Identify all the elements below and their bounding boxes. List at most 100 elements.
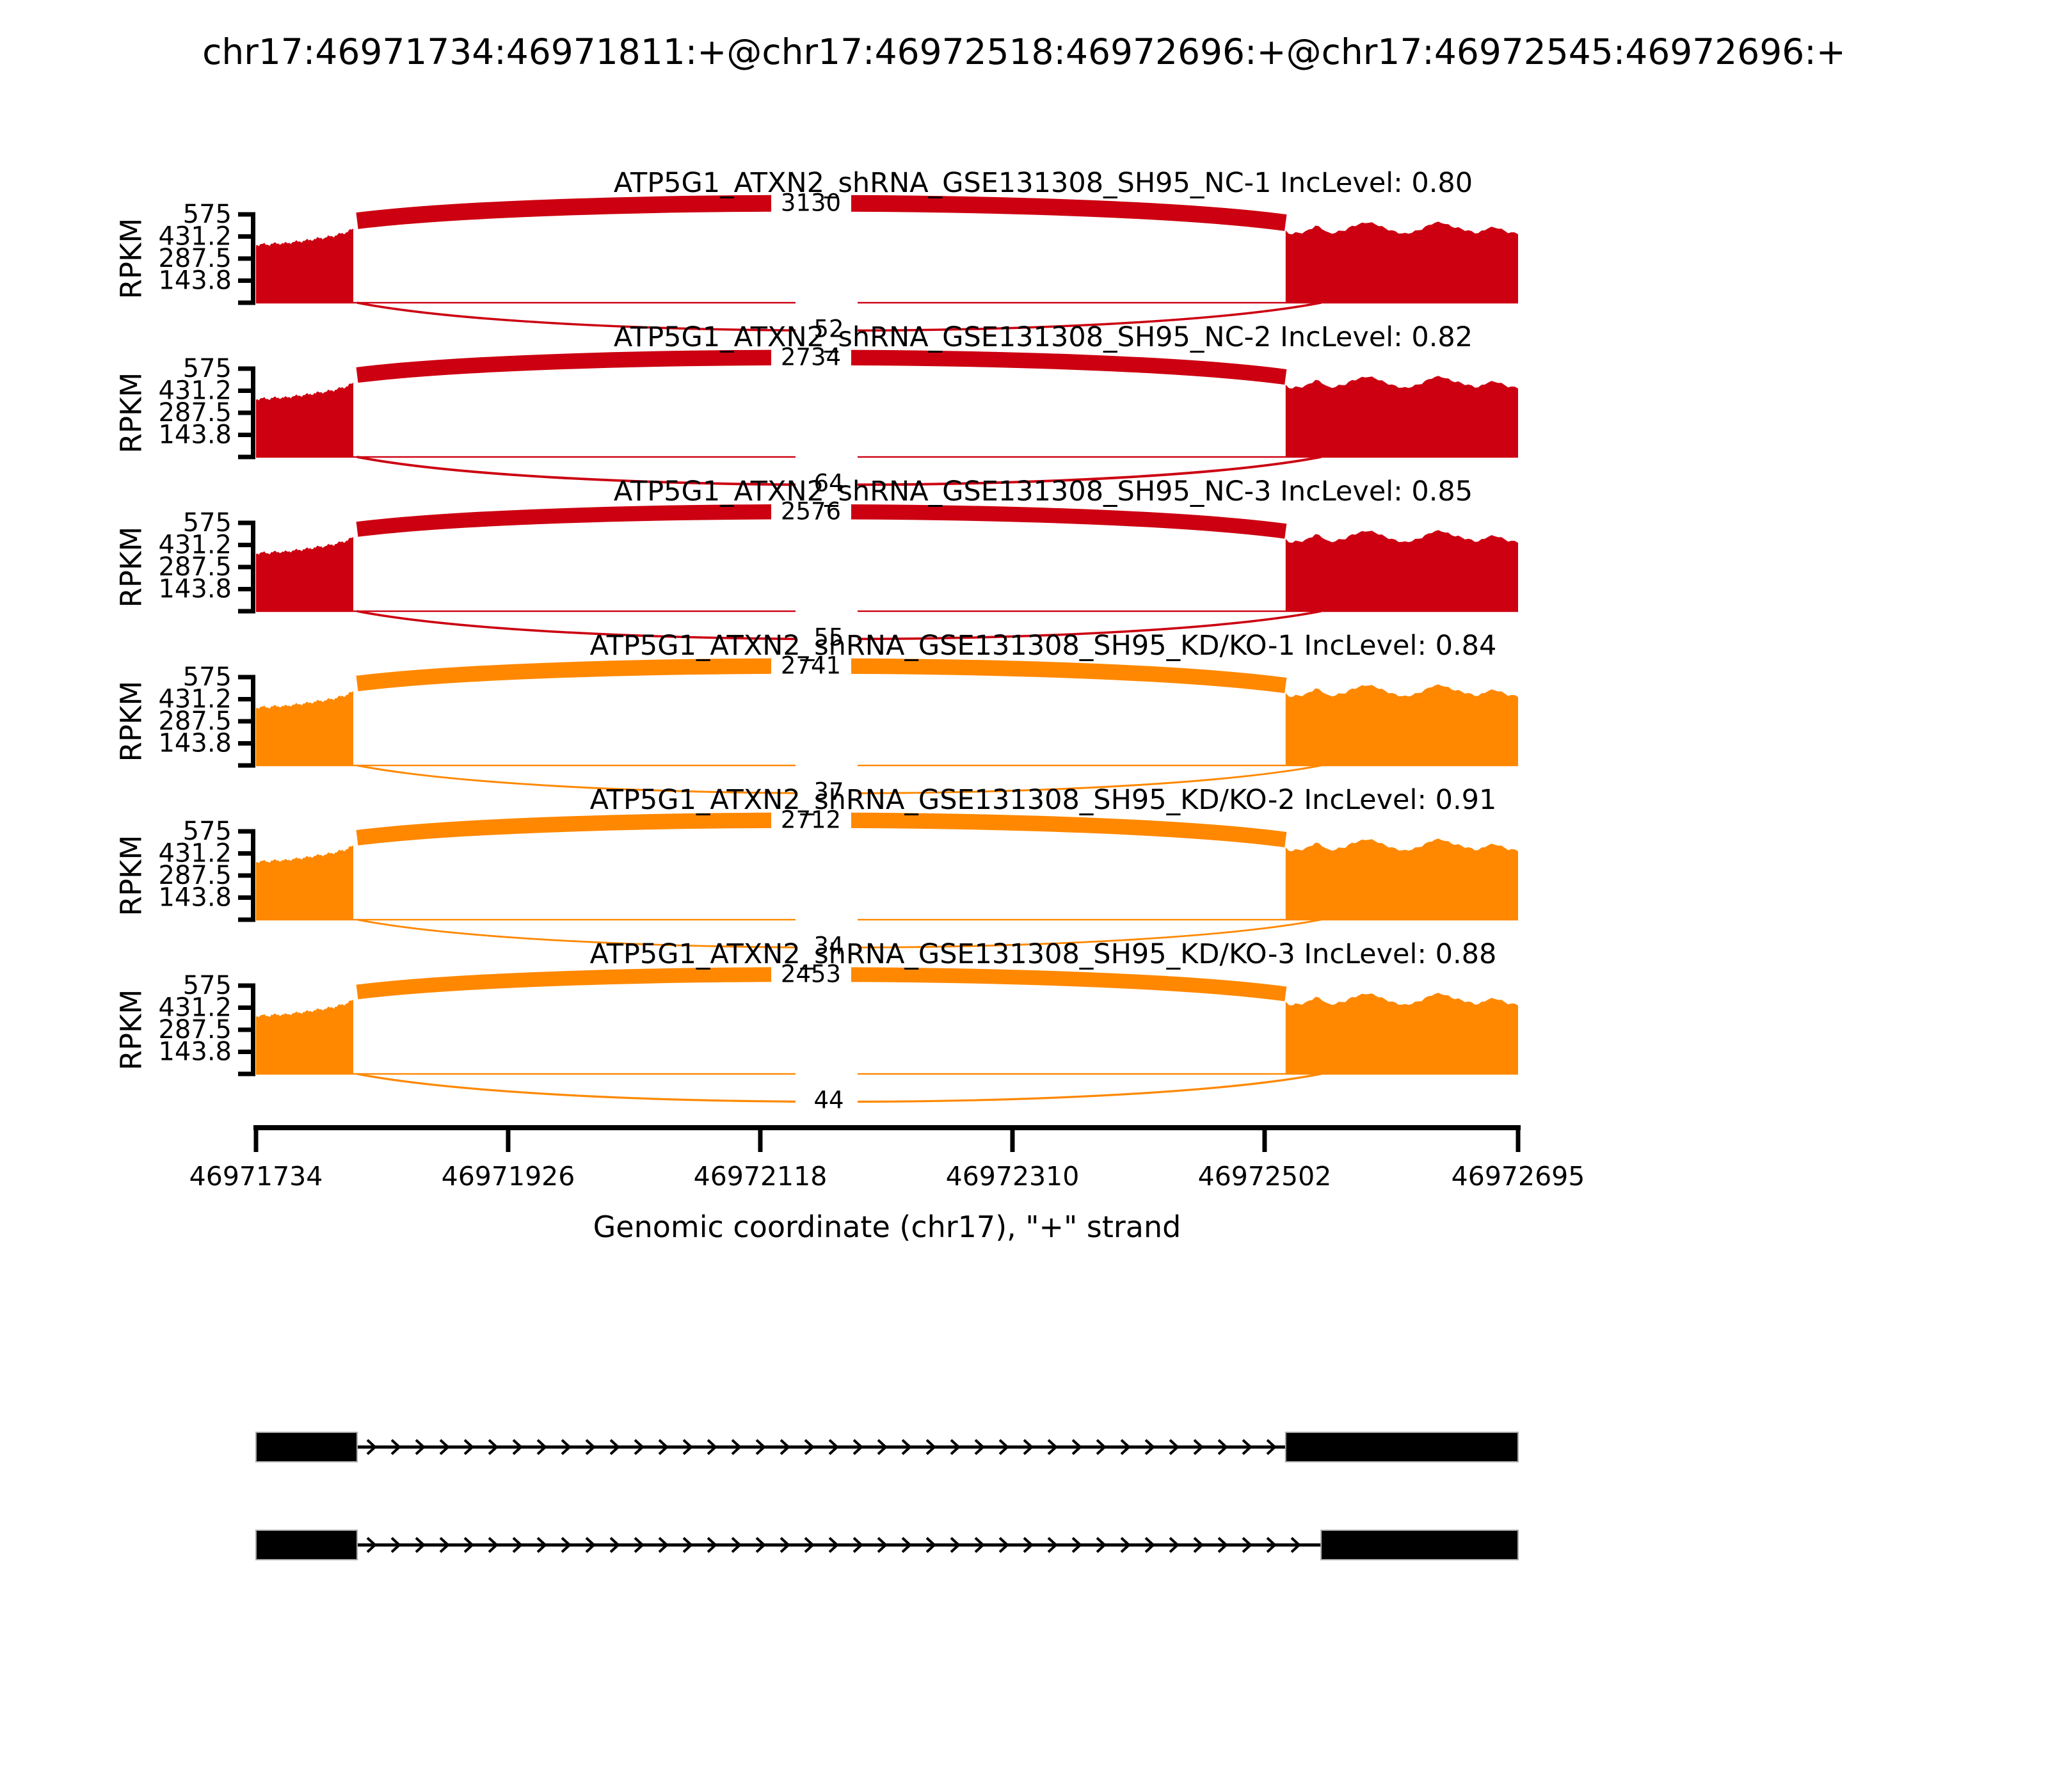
skipping-junction-count: 34 xyxy=(813,932,844,960)
y-axis-tick xyxy=(238,1027,255,1032)
coverage-downstream-exon xyxy=(1285,993,1518,1074)
strand-arrow-icon xyxy=(1266,1439,1277,1455)
strand-arrow-icon xyxy=(682,1439,693,1455)
y-axis-tick xyxy=(238,388,255,393)
y-axis-tick-label: 431.2 xyxy=(158,839,232,868)
strand-arrow-icon xyxy=(1144,1537,1155,1553)
strand-arrow-icon xyxy=(877,1439,888,1455)
coverage-upstream-exon xyxy=(256,536,354,611)
strand-arrow-icon xyxy=(1071,1439,1082,1455)
skipping-junction-count: 44 xyxy=(813,1087,844,1114)
strand-arrow-icon xyxy=(998,1439,1009,1455)
strand-arrow-icon xyxy=(925,1537,936,1553)
coverage-upstream-exon xyxy=(256,845,354,920)
y-axis-tick xyxy=(238,278,255,283)
strand-arrow-icon xyxy=(828,1439,839,1455)
transcript-structure-group xyxy=(255,1432,1519,1560)
y-axis-tick-label: 287.5 xyxy=(158,552,232,582)
coverage-baseline xyxy=(256,918,1518,921)
y-axis-tick-label: 143.8 xyxy=(158,729,232,758)
x-axis-tick xyxy=(506,1130,511,1152)
strand-arrow-icon xyxy=(950,1439,961,1455)
strand-arrow-icon xyxy=(1217,1537,1228,1553)
x-axis-line xyxy=(253,1125,1521,1130)
strand-arrow-icon xyxy=(463,1537,474,1553)
strand-arrow-icon xyxy=(974,1537,985,1553)
strand-arrow-icon xyxy=(731,1439,742,1455)
y-axis-tick xyxy=(238,895,255,900)
strand-arrow-icon xyxy=(439,1439,450,1455)
y-axis-tick xyxy=(238,543,255,547)
x-axis-tick-label: 46972310 xyxy=(946,1161,1080,1192)
inclusion-junction-count: 3130 xyxy=(781,189,841,217)
strand-arrow-icon xyxy=(828,1537,839,1553)
x-axis-tick xyxy=(253,1130,259,1152)
coverage-downstream-exon xyxy=(1285,221,1518,303)
strand-arrow-icon xyxy=(634,1537,644,1553)
strand-arrow-icon xyxy=(804,1439,815,1455)
y-axis-tick-label: 287.5 xyxy=(158,244,232,273)
inclusion-junction-count: 2453 xyxy=(781,961,841,988)
y-axis-tick xyxy=(238,983,255,988)
x-axis: 46971734 46971926 46972118 46972310 46972502… xyxy=(189,1125,1585,1192)
track-label: ATP5G1_ATXN2_shRNA_GSE131308_SH95_KD/KO-… xyxy=(590,784,1497,816)
coverage-baseline xyxy=(256,456,1518,458)
strand-arrow-icon xyxy=(780,1537,790,1553)
coverage-baseline xyxy=(256,610,1518,612)
y-axis-tick-label: 575 xyxy=(183,200,232,229)
y-axis-tick xyxy=(238,851,255,856)
y-axis-tick-label: 287.5 xyxy=(158,1015,232,1044)
strand-arrow-icon xyxy=(561,1439,572,1455)
exon-box xyxy=(255,1530,358,1560)
y-axis-tick-label: 575 xyxy=(183,817,232,846)
y-axis-title: RPKM xyxy=(115,835,148,916)
strand-arrow-icon xyxy=(439,1537,450,1553)
transcript-2 xyxy=(255,1530,1519,1560)
sashimi-tracks-group: 313052575431.2287.5143.8RPKMATP5G1_ATXN2… xyxy=(115,167,1518,1120)
strand-arrow-icon xyxy=(634,1439,644,1455)
y-axis-tick-label: 143.8 xyxy=(158,883,232,913)
coverage-upstream-exon xyxy=(256,691,354,765)
coverage-downstream-exon xyxy=(1285,376,1518,457)
strand-arrow-icon xyxy=(901,1439,912,1455)
coverage-upstream-exon xyxy=(256,382,354,457)
x-axis-tick-label: 46972502 xyxy=(1198,1161,1332,1192)
inclusion-count-box xyxy=(771,496,851,528)
strand-arrow-icon xyxy=(1071,1537,1082,1553)
x-axis-tick xyxy=(1262,1130,1267,1152)
strand-arrow-icon xyxy=(415,1439,426,1455)
strand-arrow-icon xyxy=(1120,1537,1131,1553)
strand-arrow-icon xyxy=(707,1537,717,1553)
coverage-downstream-exon xyxy=(1285,684,1518,765)
strand-arrow-icon xyxy=(658,1439,669,1455)
strand-arrow-icon xyxy=(512,1439,523,1455)
skipping-count-box xyxy=(796,598,858,657)
strand-arrow-icon xyxy=(366,1537,377,1553)
y-axis-tick xyxy=(238,520,255,525)
y-axis-tick xyxy=(238,917,255,922)
y-axis-tick-label: 575 xyxy=(183,971,232,1000)
strand-arrow-icon xyxy=(1144,1439,1155,1455)
inclusion-junction-count: 2576 xyxy=(781,498,841,525)
y-axis-tick xyxy=(238,697,255,701)
strand-arrow-icon xyxy=(488,1439,499,1455)
x-axis-tick xyxy=(1010,1130,1015,1152)
track-label: ATP5G1_ATXN2_shRNA_GSE131308_SH95_KD/KO-… xyxy=(590,938,1497,970)
y-axis-title: RPKM xyxy=(115,681,148,762)
strand-arrow-icon xyxy=(415,1537,426,1553)
y-axis-tick-label: 431.2 xyxy=(158,685,232,714)
track-label: ATP5G1_ATXN2_shRNA_GSE131308_SH95_KD/KO-… xyxy=(590,630,1497,662)
strand-arrow-icon xyxy=(1096,1537,1107,1553)
inclusion-junction-count: 2734 xyxy=(781,344,841,371)
y-axis-tick-label: 575 xyxy=(183,508,232,538)
skipping-junction-count: 52 xyxy=(813,316,844,343)
strand-arrow-icon xyxy=(1217,1439,1228,1455)
plot-title: chr17:46971734:46971811:+@chr17:46972518… xyxy=(202,31,1846,72)
skipping-count-box xyxy=(796,907,858,966)
exon-box xyxy=(255,1432,358,1462)
strand-arrow-icon xyxy=(512,1537,523,1553)
coverage-upstream-exon xyxy=(256,228,354,303)
